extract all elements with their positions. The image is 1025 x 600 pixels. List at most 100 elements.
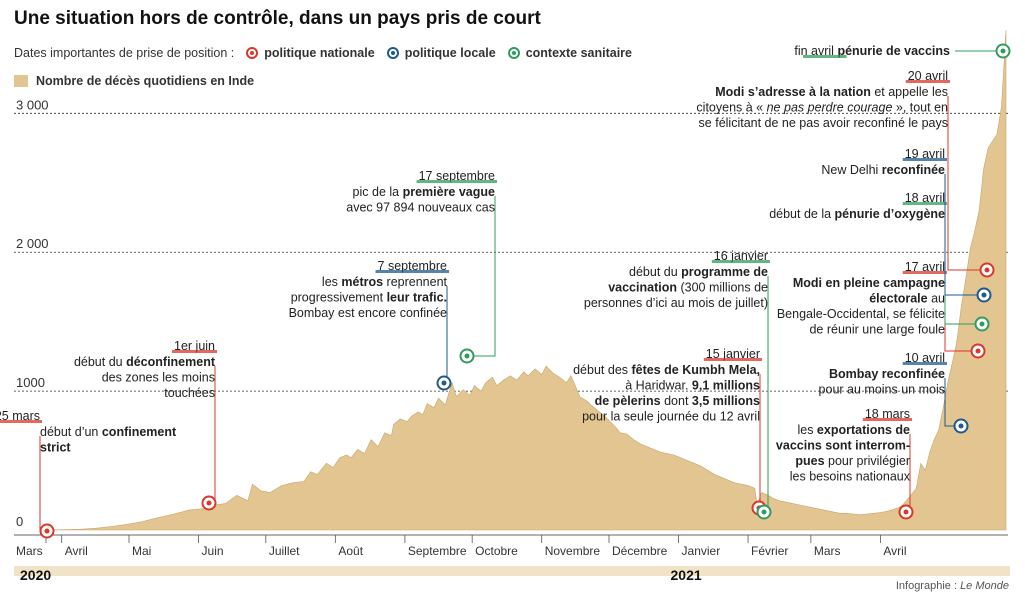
event-description: citoyens à « ne pas perdre courage », to… bbox=[696, 101, 948, 115]
credit-prefix: Infographie : bbox=[895, 580, 961, 592]
event-marker-center bbox=[464, 353, 470, 359]
month-label: Juillet bbox=[269, 544, 300, 558]
deaths-area bbox=[45, 29, 1007, 531]
month-label: Décembre bbox=[612, 544, 668, 558]
event-date-underline bbox=[902, 362, 947, 365]
event-date-underline bbox=[0, 420, 42, 423]
event-description: pour au moins un mois bbox=[819, 383, 945, 397]
legend-label-national: politique nationale bbox=[264, 46, 375, 60]
event-marker-center bbox=[981, 292, 987, 298]
event-date-underline bbox=[862, 418, 912, 421]
event-description: Bombay est encore confinée bbox=[289, 306, 447, 320]
event-marker-center bbox=[903, 509, 909, 515]
event-date: 10 avril bbox=[905, 351, 945, 365]
month-label: Novembre bbox=[545, 544, 601, 558]
event-description: électorale au bbox=[869, 292, 945, 306]
event-description: se félicitant de ne pas avoir reconfiné … bbox=[699, 116, 948, 130]
legend-item-health: contexte sanitaire bbox=[507, 46, 632, 60]
event-date-underline bbox=[902, 202, 947, 205]
month-label: Avril bbox=[65, 544, 88, 558]
month-label: Juin bbox=[202, 544, 224, 558]
legend-item-national: politique nationale bbox=[246, 46, 375, 60]
legend-prefix: Dates importantes de prise de position : bbox=[14, 46, 235, 60]
event-description: pour la seule journée du 12 avril bbox=[582, 410, 760, 424]
event-description: les besoins nationaux bbox=[790, 470, 911, 484]
month-label: Octobre bbox=[475, 544, 518, 558]
event-date: 20 avril bbox=[908, 69, 948, 83]
month-label: Mai bbox=[132, 544, 151, 558]
event-date-underline bbox=[711, 260, 770, 263]
y-tick-label: 2 000 bbox=[16, 236, 49, 251]
year-band bbox=[14, 566, 1010, 576]
event-description: des zones les moins bbox=[102, 371, 215, 385]
event-date: fin avril pénurie de vaccins bbox=[794, 44, 950, 58]
event-date: 15 janvier bbox=[706, 347, 760, 361]
event-description: personnes d’ici au mois de juillet) bbox=[584, 296, 768, 310]
event-date-underline bbox=[375, 270, 450, 273]
month-label: Mars bbox=[814, 544, 841, 558]
event-description: à Haridwar. 9,1 millions bbox=[625, 379, 760, 393]
y-tick-label: 3 000 bbox=[16, 97, 49, 112]
event-date: 17 avril bbox=[905, 260, 945, 274]
month-label: Février bbox=[751, 544, 788, 558]
event-description: les exportations de bbox=[797, 423, 910, 437]
event-description: strict bbox=[40, 441, 71, 455]
event-marker-center bbox=[979, 321, 985, 327]
event-description: début d’un confinement bbox=[40, 425, 177, 439]
event-date-underline bbox=[416, 180, 498, 183]
event-connector bbox=[764, 276, 769, 513]
credit: Infographie : Le Monde bbox=[896, 580, 1009, 592]
event-description: pues pour privilégier bbox=[795, 454, 910, 468]
event-description: début du programme de bbox=[629, 265, 768, 279]
event-date: 16 janvier bbox=[714, 249, 768, 263]
month-label: Avril bbox=[883, 544, 906, 558]
event-date: 25 mars bbox=[0, 409, 40, 423]
event-connector bbox=[944, 174, 984, 296]
event-description: vaccination (300 millions de bbox=[608, 281, 768, 295]
legend-area: Nombre de décès quotidiens en Inde bbox=[14, 74, 254, 88]
event-description: de pèlerins dont 3,5 millions bbox=[595, 394, 760, 408]
month-label: Septembre bbox=[408, 544, 467, 558]
event-date-underline bbox=[703, 358, 762, 361]
event-description: touchées bbox=[164, 386, 215, 400]
legend-area-label: Nombre de décès quotidiens en Inde bbox=[36, 74, 255, 88]
event-connector bbox=[947, 96, 987, 271]
event-description: début du déconfinement bbox=[74, 355, 216, 369]
event-date: 19 avril bbox=[905, 147, 945, 161]
month-label: Août bbox=[338, 544, 363, 558]
event-description: Bengale-Occidental, se félicite bbox=[777, 307, 945, 321]
health-marker-icon bbox=[507, 47, 520, 59]
event-description: Bombay reconfinée bbox=[829, 367, 945, 381]
event-description: Modi s’adresse à la nation et appelle le… bbox=[715, 85, 948, 99]
event-marker-center bbox=[206, 500, 212, 506]
legend-label-local: politique locale bbox=[404, 46, 496, 60]
year-label: 2020 bbox=[20, 567, 51, 583]
month-label: Janvier bbox=[682, 544, 721, 558]
event-marker-center bbox=[1000, 48, 1006, 54]
y-tick-label: 0 bbox=[16, 514, 23, 529]
event-marker-center bbox=[975, 348, 981, 354]
event-date: 18 mars bbox=[865, 407, 910, 421]
event-description: New Delhi reconfinée bbox=[821, 163, 945, 177]
year-label: 2021 bbox=[671, 567, 702, 583]
chart-title: Une situation hors de contrôle, dans un … bbox=[14, 8, 541, 29]
legend-events: Dates importantes de prise de position :… bbox=[14, 46, 632, 60]
credit-source: Le Monde bbox=[960, 580, 1009, 592]
month-label: Mars bbox=[16, 544, 43, 558]
y-tick-label: 1000 bbox=[16, 375, 45, 390]
event-date: 1er juin bbox=[174, 339, 215, 353]
event-date-underline bbox=[902, 271, 947, 274]
local-marker-icon bbox=[386, 47, 399, 59]
event-marker-center bbox=[441, 380, 447, 386]
national-marker-icon bbox=[246, 47, 259, 59]
event-marker-center bbox=[761, 509, 767, 515]
event-date: 7 septembre bbox=[378, 259, 448, 273]
event-marker-center bbox=[958, 423, 964, 429]
event-description: de réunir une large foule bbox=[809, 323, 945, 337]
event-description: les métros reprennent bbox=[322, 275, 448, 289]
event-description: vaccins sont interrom- bbox=[776, 439, 910, 453]
event-description: Modi en pleine campagne bbox=[793, 276, 945, 290]
legend-item-local: politique locale bbox=[386, 46, 496, 60]
event-description: début de la pénurie d’oxygène bbox=[769, 207, 945, 221]
